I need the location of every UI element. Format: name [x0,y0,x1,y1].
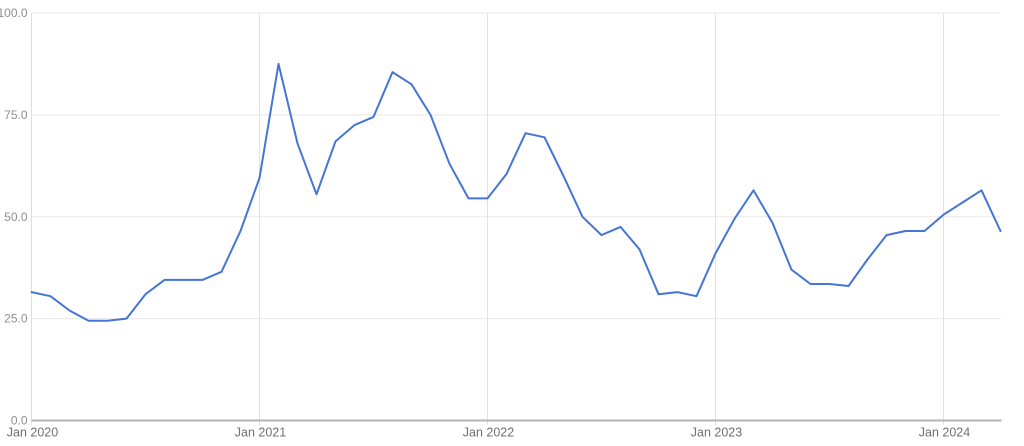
y-tick-label: 100.0 [0,6,28,20]
y-tick-label: 0.0 [11,414,28,428]
y-tick-label: 25.0 [4,312,28,326]
y-tick-label: 75.0 [4,108,28,122]
x-tick-label: Jan 2021 [235,426,286,440]
x-tick-label: Jan 2020 [7,426,58,440]
y-tick-label: 50.0 [4,210,28,224]
series-line-interest-over-time [30,62,1002,322]
x-tick-label: Jan 2022 [463,426,514,440]
x-tick-label: Jan 2023 [691,426,742,440]
x-tick-label: Jan 2024 [919,426,970,440]
